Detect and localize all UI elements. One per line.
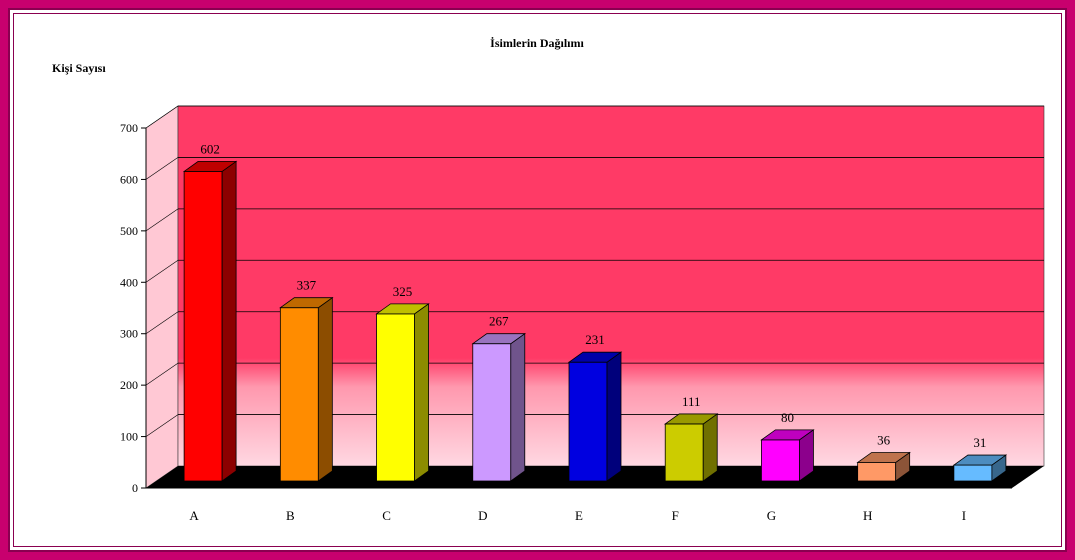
plot-area: 0 100 200 300 400 500 600 700 602 A 337 B 325 C 267 D 23… (120, 105, 1045, 523)
chart-title: İsimlerin Dağılımı (490, 36, 584, 50)
bar-e (568, 361, 608, 482)
y-tick-label: 0 (132, 481, 138, 495)
x-tick-label: C (382, 508, 391, 523)
x-tick-label: B (286, 508, 295, 523)
gridline-side (145, 105, 179, 129)
x-tick-label: A (189, 508, 199, 523)
bar-top-a (182, 160, 238, 172)
y-axis-label: Kişi Sayısı (52, 61, 106, 75)
x-tick-label: I (962, 508, 966, 523)
x-tick-label: D (478, 508, 487, 523)
y-tick-label: 400 (120, 275, 138, 289)
gridline-side (145, 362, 179, 386)
data-label: 80 (781, 410, 794, 425)
gridline-side (145, 208, 179, 232)
bar-top-f (663, 413, 719, 425)
bar-side-b (317, 296, 333, 482)
x-tick-label: G (767, 508, 776, 523)
bar-top-b (279, 297, 334, 309)
bar-b (279, 307, 319, 482)
bar-top-i (952, 454, 1008, 466)
y-tick-label: 300 (120, 327, 138, 341)
data-label: 36 (877, 432, 891, 447)
bar-side-f (702, 413, 718, 482)
bar-side-c (414, 303, 429, 482)
y-tick-label: 700 (120, 121, 138, 135)
bar-d (472, 343, 512, 482)
data-label: 111 (682, 394, 701, 409)
y-tick-label: 600 (120, 172, 138, 186)
bar-f (664, 423, 704, 482)
gridline-side (145, 311, 179, 334)
y-tick-label: 100 (120, 430, 138, 444)
bar-side-d (510, 332, 526, 482)
y-tick-label: 200 (120, 378, 138, 392)
gridline-side (145, 414, 179, 437)
data-label: 31 (973, 435, 986, 450)
x-tick-label: H (863, 508, 872, 523)
bar-a (183, 170, 223, 482)
data-label: 337 (297, 278, 317, 293)
x-tick-label: E (575, 508, 583, 523)
data-label: 231 (585, 332, 605, 347)
y-tick-label: 500 (120, 224, 138, 238)
bar-top-e (567, 351, 623, 363)
bar-top-d (471, 333, 527, 345)
bar-top-c (375, 303, 430, 315)
bar-side-a (221, 160, 237, 482)
bar-c (376, 313, 415, 482)
bar-side-e (606, 351, 622, 482)
bar-top-h (856, 452, 911, 463)
x-tick-label: F (672, 508, 679, 523)
bar-top-g (760, 429, 815, 441)
data-label: 267 (489, 314, 509, 329)
bar-i (953, 464, 993, 482)
gridline-side (145, 157, 179, 180)
bar-h (857, 462, 897, 482)
bar-g (761, 439, 800, 482)
chart-area: İsimlerin Dağılımı Kişi Sayısı 0 100 200 30… (8, 8, 1067, 552)
gridline-side (145, 260, 179, 283)
data-label: 325 (393, 284, 413, 299)
data-label: 602 (200, 141, 220, 156)
bar-chart: İsimlerin Dağılımı Kişi Sayısı 0 100 200 30… (52, 36, 1045, 523)
side-wall (145, 105, 179, 489)
